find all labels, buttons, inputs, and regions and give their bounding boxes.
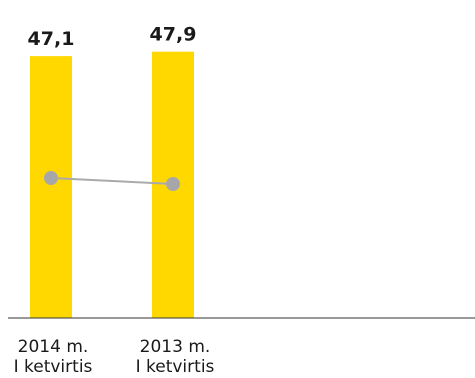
series-line <box>50 177 174 185</box>
x-tick-label: 2013 m. <box>140 337 211 357</box>
line-point <box>44 171 58 185</box>
x-tick-label: I ketvirtis <box>136 357 215 377</box>
bar <box>30 56 72 319</box>
data-label: 47,9 <box>150 24 197 46</box>
data-label: 47,1 <box>28 28 75 50</box>
x-tick-label: 2014 m. <box>18 337 89 357</box>
line-point <box>166 177 180 191</box>
x-tick-label: I ketvirtis <box>14 357 93 377</box>
